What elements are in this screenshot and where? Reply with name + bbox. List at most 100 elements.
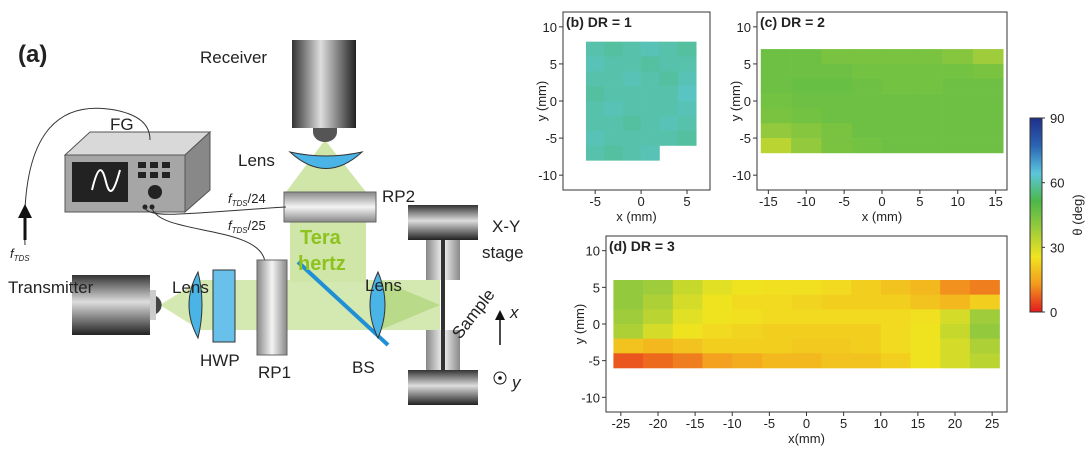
heat-cell [761, 64, 792, 79]
heat-cell [912, 108, 943, 123]
heat-cell [641, 71, 660, 86]
label: stage [482, 243, 524, 262]
label: HWP [200, 351, 240, 370]
heat-cell [852, 123, 883, 138]
heat-cell [659, 131, 678, 146]
heat-cell [732, 324, 762, 339]
heat-cell [851, 353, 881, 368]
x-tick-label: 25 [985, 416, 999, 431]
heat-cell [940, 280, 970, 295]
axis-y [498, 376, 502, 380]
heat-cell [623, 57, 642, 72]
x-tick-label: 0 [637, 194, 644, 209]
heat-cell [970, 324, 1000, 339]
heat-cell [973, 138, 1004, 153]
rp2 [284, 192, 376, 222]
figure: (a) Receiver Lens FG RP2 X-Y stage fTDS/… [0, 0, 1091, 455]
x-tick-label: -10 [723, 416, 742, 431]
heat-cell [881, 280, 911, 295]
heat-cell [678, 101, 697, 116]
heat-cell [970, 353, 1000, 368]
y-tick-label: 0 [550, 94, 557, 109]
heat-cell [881, 324, 911, 339]
setup-diagram: (a) Receiver Lens FG RP2 X-Y stage fTDS/… [8, 40, 524, 405]
x-tick-label: -5 [589, 194, 601, 209]
heat-cell [604, 86, 623, 101]
x-tick-label: -15 [759, 194, 778, 209]
heat-cell [792, 295, 822, 310]
heat-cell [604, 57, 623, 72]
label: Lens [365, 276, 402, 295]
heat-cell [762, 280, 792, 295]
heat-cell [678, 71, 697, 86]
colorbar-tick-label: 60 [1050, 176, 1064, 191]
rp1 [257, 260, 287, 355]
heat-cell [943, 64, 974, 79]
heat-cell [882, 79, 913, 94]
label: x [509, 303, 519, 322]
heat-cell [791, 108, 822, 123]
heat-cell [943, 123, 974, 138]
y-tick-label: 5 [593, 280, 600, 295]
heat-cell [604, 101, 623, 116]
heat-cell [882, 64, 913, 79]
heat-cell [970, 339, 1000, 354]
heat-cell [623, 86, 642, 101]
heat-cell [732, 353, 762, 368]
heat-cell [641, 146, 660, 161]
heat-cell [762, 339, 792, 354]
heat-cell [641, 42, 660, 57]
heat-cell [973, 123, 1004, 138]
heat-cell [761, 123, 792, 138]
x-tick-label: -10 [797, 194, 816, 209]
stage-block [408, 370, 478, 405]
heat-cell [881, 353, 911, 368]
x-tick-label: 20 [948, 416, 962, 431]
heat-cell [943, 49, 974, 64]
x-tick-label: 15 [988, 194, 1002, 209]
y-tick-label: 0 [593, 317, 600, 332]
heat-cell [641, 131, 660, 146]
y-tick-label: -10 [581, 390, 600, 405]
heat-cell [881, 295, 911, 310]
heat-cell [703, 295, 733, 310]
heat-cell [586, 57, 605, 72]
heat-cell [791, 79, 822, 94]
heat-cell [623, 116, 642, 131]
heat-cell [623, 42, 642, 57]
heat-cell [970, 280, 1000, 295]
heat-cell [940, 295, 970, 310]
panel-title: (c) DR = 2 [760, 14, 825, 30]
heat-cell [792, 339, 822, 354]
heat-cell [912, 79, 943, 94]
heat-cell [851, 324, 881, 339]
heat-cell [586, 146, 605, 161]
heat-cell [791, 94, 822, 109]
heat-cell [673, 280, 703, 295]
heat-cell [943, 94, 974, 109]
colorbar-tick-label: 30 [1050, 240, 1064, 255]
x-axis-label: x (mm) [616, 209, 656, 224]
label: Lens [238, 151, 275, 170]
heat-cell [821, 79, 852, 94]
x-tick-label: 5 [683, 194, 690, 209]
heat-cell [604, 42, 623, 57]
x-tick-label: 5 [916, 194, 923, 209]
heat-cell [943, 108, 974, 123]
heat-cell [673, 353, 703, 368]
colorbar-tick-label: 90 [1050, 111, 1064, 126]
heat-cell [586, 101, 605, 116]
heat-cell [643, 309, 673, 324]
heat-cell [762, 309, 792, 324]
heat-cell [821, 309, 851, 324]
colorbar-label: θ (deg) [1070, 194, 1085, 235]
heat-cell [641, 57, 660, 72]
label: fTDS [10, 246, 30, 263]
heat-cell [910, 280, 940, 295]
label: Transmitter [8, 278, 94, 297]
x-tick-label: 10 [874, 416, 888, 431]
heat-cell [703, 324, 733, 339]
heat-cell [678, 131, 697, 146]
heat-cell [910, 339, 940, 354]
x-tick-label: 0 [878, 194, 885, 209]
